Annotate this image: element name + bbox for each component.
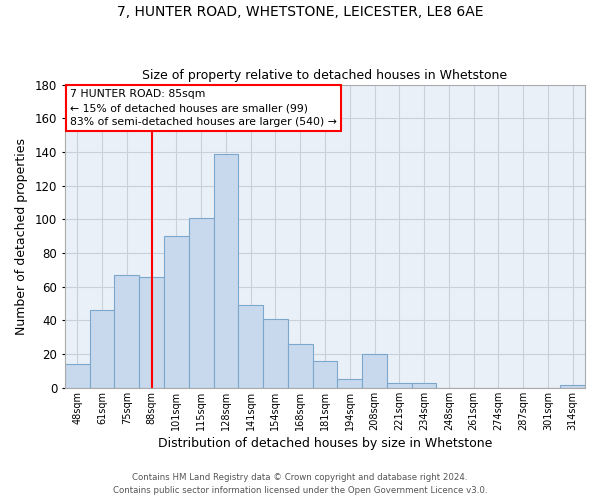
Bar	[387, 383, 412, 388]
Bar	[412, 383, 436, 388]
Title: Size of property relative to detached houses in Whetstone: Size of property relative to detached ho…	[142, 69, 508, 82]
Bar	[337, 380, 362, 388]
Bar	[214, 154, 238, 388]
Text: Contains HM Land Registry data © Crown copyright and database right 2024.
Contai: Contains HM Land Registry data © Crown c…	[113, 474, 487, 495]
Bar	[65, 364, 90, 388]
Bar	[139, 276, 164, 388]
Bar	[164, 236, 189, 388]
Bar	[362, 354, 387, 388]
Bar	[238, 306, 263, 388]
Bar	[288, 344, 313, 388]
Bar	[560, 384, 585, 388]
Text: 7 HUNTER ROAD: 85sqm
← 15% of detached houses are smaller (99)
83% of semi-detac: 7 HUNTER ROAD: 85sqm ← 15% of detached h…	[70, 89, 337, 127]
Text: 7, HUNTER ROAD, WHETSTONE, LEICESTER, LE8 6AE: 7, HUNTER ROAD, WHETSTONE, LEICESTER, LE…	[117, 5, 483, 19]
Bar	[313, 361, 337, 388]
Bar	[90, 310, 115, 388]
X-axis label: Distribution of detached houses by size in Whetstone: Distribution of detached houses by size …	[158, 437, 492, 450]
Bar	[263, 319, 288, 388]
Bar	[189, 218, 214, 388]
Y-axis label: Number of detached properties: Number of detached properties	[15, 138, 28, 334]
Bar	[115, 275, 139, 388]
